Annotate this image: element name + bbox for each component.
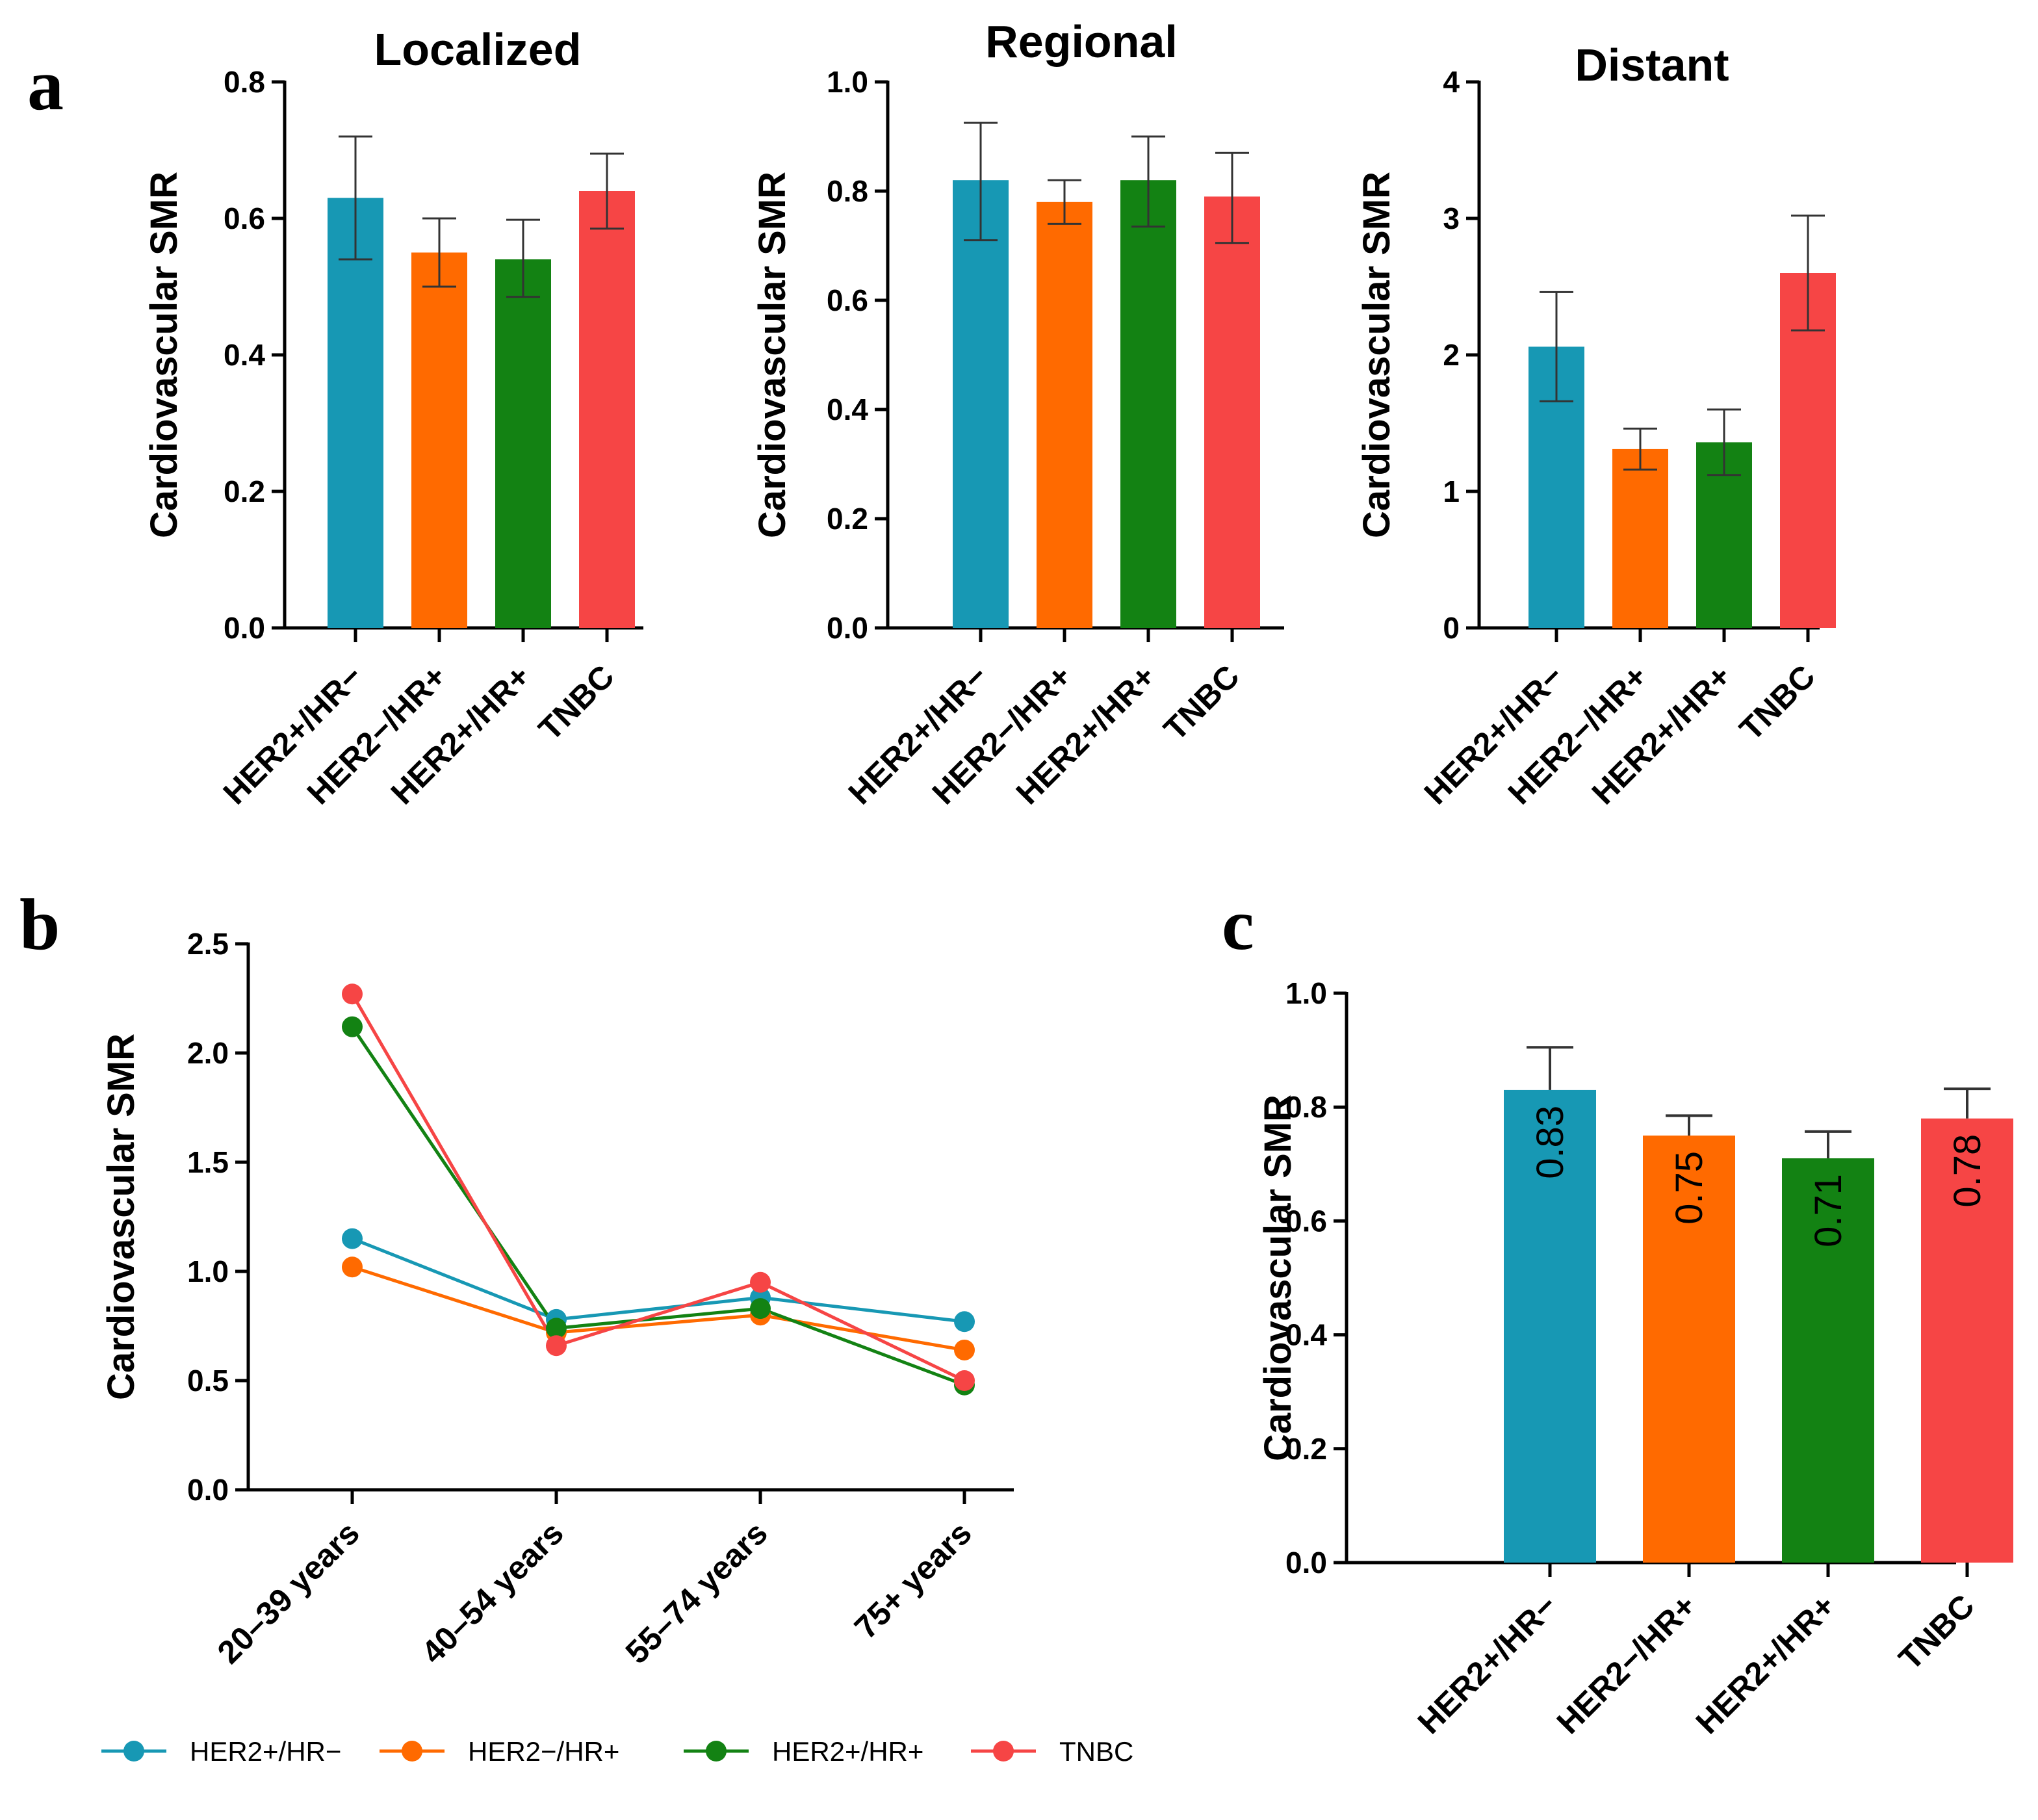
b_age-series-line	[350, 1026, 965, 1387]
c_overall-bar	[1643, 1136, 1735, 1563]
c_overall-ytick-label: 0.0	[1285, 1546, 1327, 1580]
b_age-legend-label: TNBC	[1059, 1736, 1133, 1767]
b_age-ytick-label: 0.0	[187, 1473, 229, 1507]
panel-letter-a: a	[27, 45, 64, 125]
b_age-data-point	[750, 1298, 771, 1320]
c_overall-bar	[1921, 1118, 2013, 1563]
a_regional-ytick-label: 0.8	[827, 174, 868, 208]
b_age-xtick-label: 40–54 years	[415, 1514, 571, 1670]
a_distant-ytick-label: 3	[1443, 202, 1460, 235]
b_age-data-point	[546, 1335, 567, 1357]
a_distant-y-axis-label: Cardiovascular SMR	[1356, 172, 1398, 538]
b_age-data-point	[954, 1339, 975, 1360]
b_age-data-point	[342, 1016, 363, 1037]
c_overall-ytick-label: 0.2	[1285, 1432, 1327, 1466]
b_age-data-point	[954, 1370, 975, 1391]
a_distant-bar	[1612, 448, 1668, 628]
b_age-legend-label: HER2+/HR−	[190, 1736, 341, 1767]
a_regional-xtick-label: TNBC	[1157, 658, 1246, 748]
b_age-ytick-label: 2.0	[187, 1036, 229, 1070]
b_age-legend-label: HER2+/HR+	[772, 1736, 923, 1767]
a_localized-ytick-label: 0.8	[224, 65, 265, 99]
b_age-xtick-label: 75+ years	[847, 1514, 979, 1646]
a_distant-bar	[1780, 273, 1836, 628]
c_overall-xtick-label: HER2−/HR+	[1550, 1587, 1703, 1741]
a_regional-ytick-label: 0.2	[827, 502, 868, 536]
a_localized-ytick-label: 0.6	[224, 202, 265, 235]
a_localized-ytick-label: 0.4	[224, 338, 265, 372]
b_age-legend-marker	[706, 1741, 727, 1762]
a_localized-bar	[495, 259, 551, 628]
c_overall-xtick-label: HER2+/HR+	[1689, 1587, 1842, 1741]
panel-letter-b: b	[19, 885, 60, 965]
a_localized-y-axis-label: Cardiovascular SMR	[143, 172, 185, 538]
b_age-legend-marker	[123, 1741, 144, 1762]
b_age-xtick-label: 55–74 years	[619, 1514, 775, 1670]
c_overall-ytick-label: 1.0	[1285, 976, 1327, 1010]
a_localized-bar	[328, 198, 383, 628]
a_localized-xtick-label: TNBC	[532, 658, 621, 748]
b_age-legend-label: HER2−/HR+	[468, 1736, 619, 1767]
b_age-legend-marker	[993, 1741, 1014, 1762]
c_overall-bar-value-label: 0.83	[1529, 1106, 1571, 1179]
c_overall-xtick-label: TNBC	[1892, 1587, 1981, 1677]
b_age-legend-marker	[402, 1741, 422, 1762]
a_regional-ytick-label: 0.6	[827, 283, 868, 317]
a_regional-bar	[1037, 202, 1092, 628]
a_regional-title: Regional	[985, 16, 1178, 67]
a_localized-bar	[411, 252, 467, 628]
b_age-xtick-label: 20–39 years	[211, 1514, 367, 1670]
b_age-series-line	[350, 993, 966, 1383]
b_age-ytick-label: 0.5	[187, 1364, 229, 1398]
b_age-data-point	[342, 1228, 363, 1249]
a_localized-ytick-label: 0.2	[224, 474, 265, 508]
c_overall-bar-value-label: 0.78	[1946, 1134, 1989, 1208]
b_age-ytick-label: 1.5	[187, 1145, 229, 1179]
b_age-series-line	[352, 1237, 965, 1323]
c_overall-xtick-label: HER2+/HR−	[1411, 1587, 1564, 1741]
b_age-ytick-label: 1.0	[187, 1254, 229, 1288]
c_overall-bar	[1504, 1089, 1596, 1563]
a_distant-title: Distant	[1575, 40, 1729, 90]
a_distant-ytick-label: 4	[1443, 65, 1460, 99]
b_age-ytick-label: 2.5	[187, 927, 229, 961]
a_distant-ytick-label: 0	[1443, 611, 1460, 645]
b_age-y-axis-label: Cardiovascular SMR	[100, 1034, 142, 1400]
c_overall-bar-value-label: 0.71	[1807, 1174, 1850, 1247]
a_regional-ytick-label: 0.0	[827, 611, 868, 645]
b_age-data-point	[342, 983, 363, 1005]
a_distant-ytick-label: 1	[1443, 474, 1460, 508]
a_distant-ytick-label: 2	[1443, 338, 1460, 372]
a_localized-bar	[579, 191, 635, 628]
panel-letter-c: c	[1222, 885, 1254, 965]
c_overall-ytick-label: 0.6	[1285, 1204, 1327, 1238]
a_distant-xtick-label: TNBC	[1733, 658, 1822, 748]
b_age-data-point	[546, 1318, 567, 1339]
c_overall-bar-value-label: 0.75	[1668, 1151, 1710, 1225]
a_regional-bar	[953, 180, 1009, 628]
a_regional-bar	[1120, 180, 1176, 628]
a_regional-ytick-label: 1.0	[827, 65, 868, 99]
a_regional-ytick-label: 0.4	[827, 393, 868, 426]
a_localized-title: Localized	[374, 24, 582, 75]
c_overall-ytick-label: 0.4	[1285, 1318, 1327, 1352]
a_regional-y-axis-label: Cardiovascular SMR	[751, 172, 793, 538]
b_age-data-point	[954, 1311, 975, 1332]
c_overall-ytick-label: 0.8	[1285, 1090, 1327, 1124]
b_age-data-point	[342, 1256, 363, 1278]
a_localized-ytick-label: 0.0	[224, 611, 265, 645]
a_regional-bar	[1204, 196, 1260, 628]
c_overall-bar	[1782, 1158, 1874, 1563]
c_overall-y-axis-label: Cardiovascular SMR	[1257, 1095, 1299, 1461]
b_age-data-point	[750, 1271, 771, 1293]
